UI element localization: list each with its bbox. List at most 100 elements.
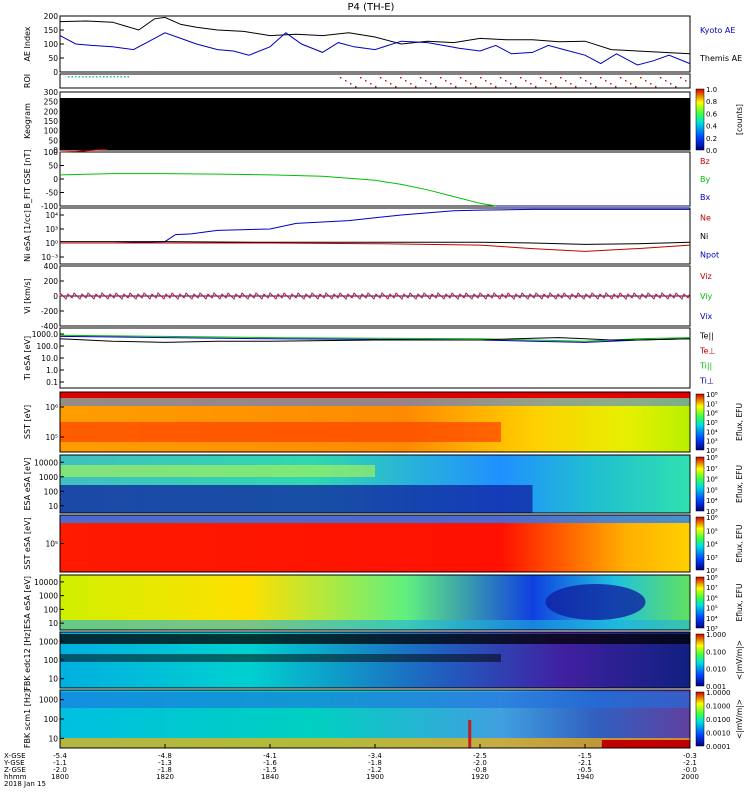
- series-by: [59, 173, 496, 207]
- band: [60, 465, 375, 477]
- x-tick-label: -1.1: [53, 759, 67, 767]
- y-tick-label: 1000: [39, 473, 58, 482]
- panel-ylabel: Keogram: [23, 103, 32, 139]
- roi-dot: [395, 86, 397, 88]
- band: [60, 515, 690, 523]
- y-tick-label: 1000: [39, 592, 58, 601]
- roi-dot: [595, 86, 597, 88]
- roi-dot: [415, 86, 417, 88]
- colorbar-bar: [695, 456, 705, 512]
- panel-esa_ion: ESA eSA [eV] 1000010001001010³10⁴10⁵10⁶10…: [23, 454, 744, 516]
- colorbar-bar: [695, 88, 705, 151]
- y-tick-label: 100.0: [37, 342, 59, 351]
- roi-dot: [520, 77, 522, 79]
- y-tick-label: 0: [53, 292, 58, 301]
- roi-dot: [92, 76, 94, 78]
- y-tick-label: 10⁻³: [41, 253, 58, 262]
- roi-dot: [605, 80, 607, 82]
- panel-frame: [59, 391, 691, 453]
- y-tick-label: 10⁴: [45, 211, 58, 220]
- roi-dot: [82, 76, 84, 78]
- roi-dot: [645, 80, 647, 82]
- spectrogram-sst_elec: [60, 515, 690, 572]
- roi-dot: [400, 77, 402, 79]
- panel-ylabel: AE Index: [23, 26, 32, 61]
- colorbar-tick-label: 10⁶: [706, 594, 718, 602]
- colorbar-tick-label: 0.0001: [706, 743, 731, 751]
- panel-ylabel: SST [eV]: [23, 405, 32, 439]
- roi-dot: [103, 76, 105, 78]
- roi-dot: [113, 76, 115, 78]
- panel-fbk_edc: FBK edc12 [Hz] 1000 100 10 0.001 0.010 0.100 1.…: [23, 629, 744, 691]
- roi-dot: [385, 80, 387, 82]
- roi-dot: [455, 86, 457, 88]
- colorbar-fbk_edc: 0.001 0.010 0.100 1.000 <|mV/m|>: [695, 631, 744, 691]
- x-tick-label: 1920: [471, 773, 489, 781]
- series-noise: [59, 291, 691, 300]
- legend-te: Te⊥: [699, 347, 715, 356]
- legend-bx: Bx: [700, 193, 710, 202]
- colorbar-bar: [695, 691, 705, 747]
- keogram-image: [60, 98, 690, 150]
- y-tick-label: 0: [53, 175, 58, 184]
- legend-bz: Bz: [700, 157, 710, 166]
- x-row-label: Y-GSE: [3, 759, 25, 767]
- panel-ylabel: ESA eSA [eV]: [23, 457, 32, 510]
- colorbar-label: [counts]: [735, 104, 744, 135]
- series-kyotoae: [59, 32, 691, 66]
- roi-dot: [380, 77, 382, 79]
- panel-ylabel: Ni eSA [1/cc]: [23, 210, 32, 262]
- x-tick-label: -4.1: [263, 752, 277, 760]
- panel-ylabel: ESA eSA [eV]: [23, 576, 32, 629]
- colorbar-tick-label: 10⁴: [706, 615, 718, 623]
- roi-dot: [620, 77, 622, 79]
- colorbar-tick-label: 0.2: [706, 135, 717, 143]
- series-te: [59, 337, 691, 343]
- colorbar-label: <|mV/m|>: [735, 699, 744, 739]
- panel-ti: Ti eSA [eV]1000.0 100.0 10.0 1.0 0.1 Te|| Te⊥ T…: [23, 327, 715, 389]
- colorbar-bar: [695, 633, 705, 687]
- roi-dot: [485, 80, 487, 82]
- panel-sst_elec: SST eSA [eV] 10⁵ 10² 10³ 10⁴ 10⁵ 10⁶ Eflux, EFU: [23, 514, 744, 575]
- roi-dot: [425, 80, 427, 82]
- roi-dot: [600, 77, 602, 79]
- panel-fbk_scm: FBK scm1 [Hz] 1000 100 10 0.0001 0.0010 0.0100…: [23, 689, 744, 751]
- y-tick-label: 0: [53, 146, 58, 155]
- x-tick-label: -1.5: [578, 752, 592, 760]
- colorbar-tick-label: 10⁶: [706, 514, 718, 522]
- colorbar-label: <|mV/m|>: [735, 640, 744, 680]
- legend-ne: Ne: [700, 213, 711, 222]
- colorbar-label: Eflux, EFU: [735, 584, 744, 622]
- colorbar-tick-label: 10⁶: [706, 410, 718, 418]
- y-tick-label: 400: [44, 262, 59, 271]
- panel-ylabel: B_FIT GSE [nT]: [23, 150, 32, 209]
- x-tick-label: -2.0: [53, 766, 67, 774]
- legend-ni: Ni: [700, 232, 708, 241]
- series-npot: [60, 208, 690, 244]
- roi-dot: [570, 83, 572, 85]
- x-tick-label: -2.1: [578, 759, 592, 767]
- colorbar-tick-label: 10⁷: [706, 400, 718, 408]
- colorbar-tick-label: 1.0: [706, 86, 717, 94]
- roi-dot: [96, 76, 98, 78]
- y-tick-label: 100: [44, 656, 59, 665]
- colorbar-tick-label: 10⁵: [706, 419, 718, 427]
- roi-dot: [625, 80, 627, 82]
- roi-dot: [365, 80, 367, 82]
- roi-dot: [670, 83, 672, 85]
- series-ni: [60, 241, 691, 245]
- roi-dot: [530, 83, 532, 85]
- legend-ti: Ti||: [699, 362, 712, 371]
- roi-dot: [390, 83, 392, 85]
- roi-dot: [430, 83, 432, 85]
- colorbar-tick-label: 0.8: [706, 98, 717, 106]
- colorbar-fbk_scm: 0.0001 0.0010 0.0100 0.1000 1.0000 <|mV/m|>: [695, 689, 744, 751]
- panel-keogram: Keogram0501001502002503000.00.20.40.60.8…: [23, 86, 744, 155]
- x-tick-label: -2.1: [683, 759, 697, 767]
- y-tick-label: 100: [44, 127, 59, 136]
- roi-dot: [510, 83, 512, 85]
- colorbar-tick-label: 10³: [706, 438, 718, 446]
- roi-dot: [440, 77, 442, 79]
- y-tick-label: 1000: [39, 696, 58, 705]
- band: [545, 584, 646, 620]
